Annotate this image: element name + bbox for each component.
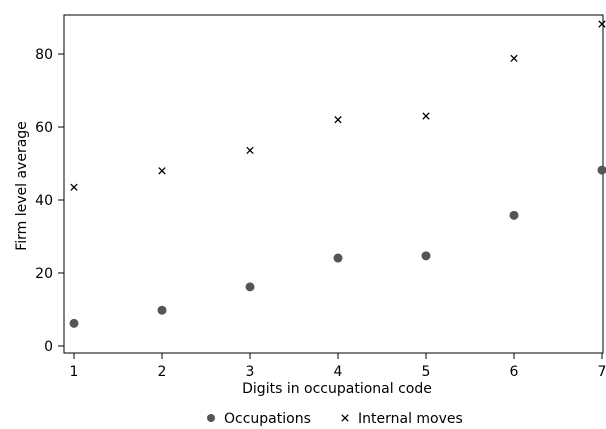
x-tick-label: 2 [158,364,167,380]
y-tick-label: 80 [35,47,53,63]
data-points [69,20,606,328]
x-tick-label: 3 [246,364,255,380]
point-occupations [509,210,519,220]
legend-marker-occupations [207,414,215,422]
point-occupations [597,165,606,175]
y-tick-label: 20 [35,266,53,282]
point-occupations [157,305,167,315]
legend-marker-internal-moves [341,414,349,422]
point-internal-moves [246,146,254,155]
point-occupations [421,251,431,261]
y-axis: 0 20 40 60 80 [35,47,64,355]
point-internal-moves [510,54,518,63]
point-internal-moves [158,167,166,175]
x-tick-label: 6 [510,364,519,380]
legend-label-internal-moves: Internal moves [358,411,463,427]
y-tick-label: 0 [44,339,53,355]
x-tick-label: 5 [422,364,431,380]
plot-frame [63,14,604,354]
point-internal-moves [334,116,342,124]
y-tick-label: 60 [35,120,53,136]
x-tick-label: 7 [598,364,606,380]
point-occupations [69,318,79,328]
point-internal-moves [598,20,606,28]
legend: Occupations Internal moves [207,411,463,427]
point-internal-moves [422,112,430,120]
y-tick-label: 40 [35,193,53,209]
x-axis: 1 2 3 4 5 6 7 [70,353,606,380]
x-tick-label: 4 [334,364,343,380]
legend-label-occupations: Occupations [224,411,311,427]
point-occupations [333,253,343,263]
point-internal-moves [70,183,78,191]
x-tick-label: 1 [70,364,79,380]
point-occupations [245,282,255,292]
x-axis-title: Digits in occupational code [242,381,432,397]
y-axis-title: Firm level average [14,121,30,251]
